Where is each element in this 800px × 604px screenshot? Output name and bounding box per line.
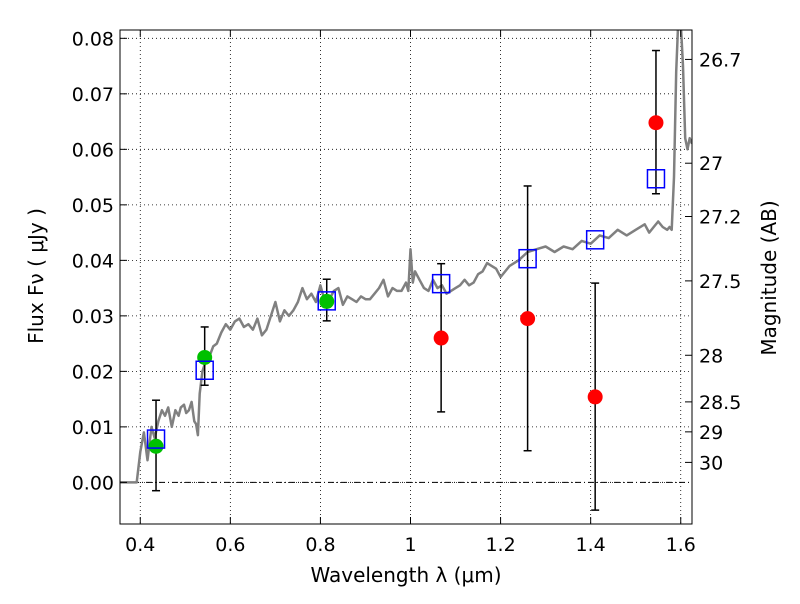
y-tick-label: 0.04 xyxy=(72,250,114,272)
x-tick-label: 0.4 xyxy=(125,534,155,556)
x-tick-label: 1.6 xyxy=(666,534,696,556)
data-point-circle xyxy=(587,389,603,405)
data-point-square xyxy=(431,273,451,294)
data-point-square xyxy=(518,248,537,269)
axes-frame xyxy=(119,29,693,525)
data-point-square xyxy=(585,230,605,250)
y-tick-label: 0.06 xyxy=(72,139,114,161)
data-point-square xyxy=(646,169,666,189)
x-tick-label: 1.2 xyxy=(485,534,515,556)
y-tick-label: 0.07 xyxy=(72,84,114,106)
spectrum-line xyxy=(120,30,692,484)
mag-tick-label: 28.5 xyxy=(699,392,741,414)
y-tick-label: 0.05 xyxy=(72,195,114,217)
data-markers xyxy=(146,115,666,454)
mag-tick-label: 27.5 xyxy=(699,271,741,293)
x-tick-label: 1.4 xyxy=(576,534,606,556)
grid-lines xyxy=(120,30,692,524)
plot-frame xyxy=(119,29,693,525)
mag-tick-label: 27.2 xyxy=(699,206,741,228)
y-tick-label: 0.08 xyxy=(72,28,114,50)
mag-tick-label: 27 xyxy=(699,153,723,175)
x-tick-label: 1 xyxy=(404,534,416,556)
y2-axis-label: Magnitude (AB) xyxy=(757,200,781,355)
x-tick-label: 0.8 xyxy=(305,534,335,556)
spectrum-line-series xyxy=(120,30,692,484)
y-tick-label: 0.02 xyxy=(72,361,114,383)
data-point-square xyxy=(195,360,214,380)
error-bars xyxy=(152,49,660,511)
y-axis-label: Flux Fν ( μJy ) xyxy=(24,208,48,344)
data-point-square xyxy=(146,429,166,449)
mag-tick-label: 29 xyxy=(699,422,723,444)
data-point-circle xyxy=(197,349,213,365)
y-tick-label: 0.01 xyxy=(72,417,114,439)
data-point-square xyxy=(317,291,336,311)
data-point-circle xyxy=(433,330,449,346)
data-point-circle xyxy=(148,438,164,454)
mag-tick-label: 28 xyxy=(699,345,723,367)
y-tick-label: 0.03 xyxy=(72,306,114,328)
data-point-circle xyxy=(319,293,335,309)
data-point-circle xyxy=(648,115,664,131)
x-axis-label: Wavelength λ (μm) xyxy=(310,563,501,587)
tick-labels: 0.4 0.6 0.8 1 1.2 1.4 1.6 0.00 0.01 0.02 0.03 0.04 0… xyxy=(72,28,742,556)
mag-tick-label: 26.7 xyxy=(699,49,741,71)
mag-tick-label: 30 xyxy=(699,452,723,474)
x-tick-label: 0.6 xyxy=(215,534,245,556)
data-point-circle xyxy=(520,311,536,327)
y-tick-label: 0.00 xyxy=(72,472,114,494)
